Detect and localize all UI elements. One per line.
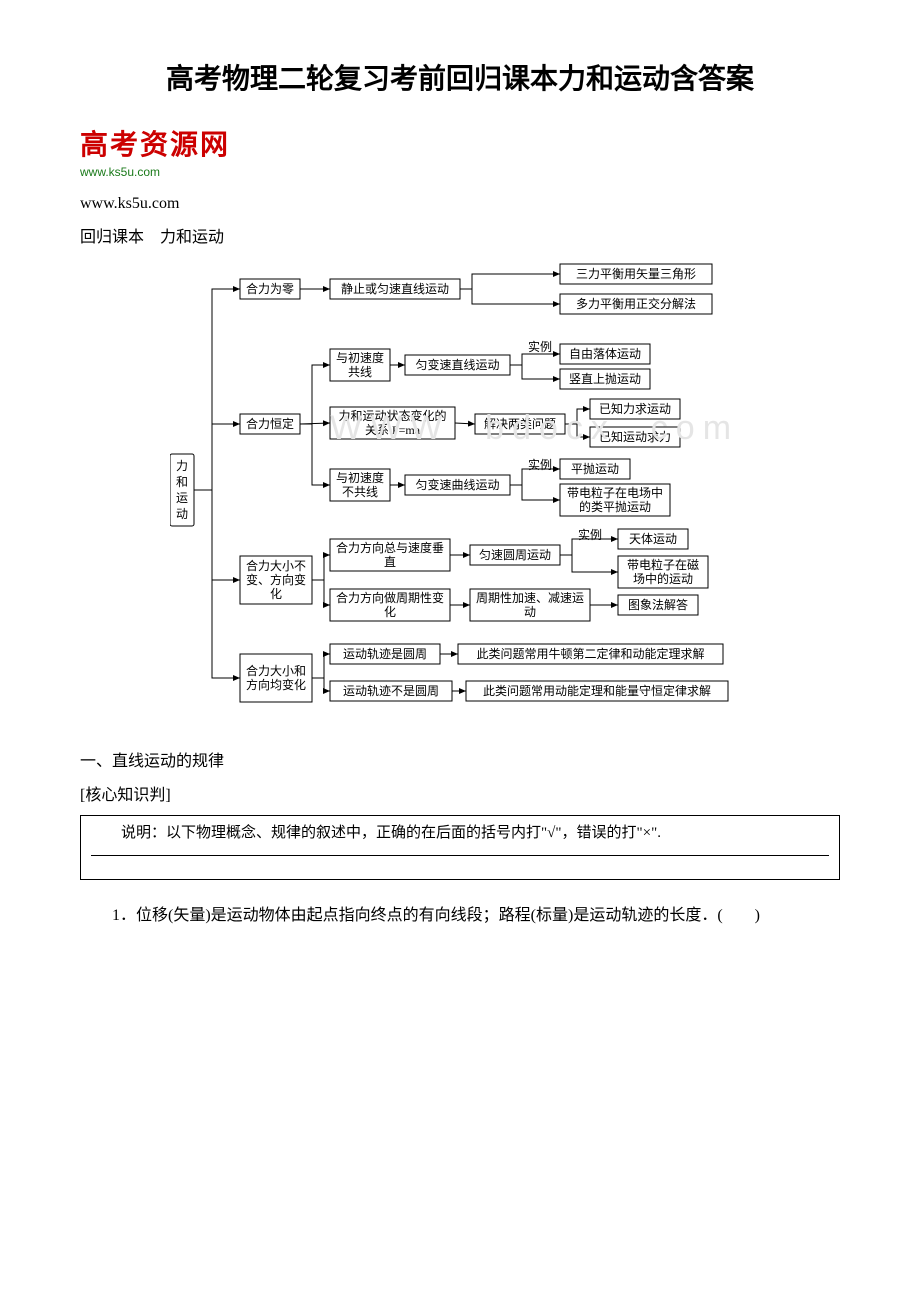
svg-text:已知运动求力: 已知运动求力 xyxy=(599,430,671,444)
svg-text:匀变速直线运动: 匀变速直线运动 xyxy=(415,357,499,372)
svg-text:匀变速曲线运动: 匀变速曲线运动 xyxy=(415,477,499,492)
svg-text:平抛运动: 平抛运动 xyxy=(571,461,619,476)
logo-text: 高考资源网 xyxy=(80,130,230,161)
svg-text:直: 直 xyxy=(384,555,396,569)
url-line: www.ks5u.com xyxy=(80,195,840,213)
section-heading: 一、直线运动的规律 xyxy=(80,747,840,771)
svg-text:合力方向做周期性变: 合力方向做周期性变 xyxy=(336,590,444,605)
svg-text:带电粒子在电场中: 带电粒子在电场中 xyxy=(567,485,663,500)
svg-text:共线: 共线 xyxy=(348,365,372,379)
svg-text:周期性加速、减速运: 周期性加速、减速运 xyxy=(476,591,584,605)
svg-text:自由落体运动: 自由落体运动 xyxy=(569,347,641,361)
svg-text:合力为零: 合力为零 xyxy=(246,281,294,296)
svg-text:合力大小和: 合力大小和 xyxy=(246,663,306,678)
subtitle: 回归课本 力和运动 xyxy=(80,223,840,247)
svg-text:与初速度: 与初速度 xyxy=(336,350,384,365)
site-logo: 高考资源网 www.ks5u.com xyxy=(80,123,230,179)
svg-text:运动轨迹是圆周: 运动轨迹是圆周 xyxy=(343,647,427,661)
svg-text:图象法解答: 图象法解答 xyxy=(628,597,688,612)
svg-text:此类问题常用牛顿第二定律和动能定理求解: 此类问题常用牛顿第二定律和动能定理求解 xyxy=(476,646,704,661)
flowchart: 力和运动合力为零静止或匀速直线运动三力平衡用矢量三角形多力平衡用正交分解法合力恒… xyxy=(170,259,830,739)
svg-text:不共线: 不共线 xyxy=(342,485,378,499)
svg-text:化: 化 xyxy=(384,605,396,619)
svg-text:解决两类问题: 解决两类问题 xyxy=(484,417,556,431)
question-1: 1．位移(矢量)是运动物体由起点指向终点的有向线段；路程(标量)是运动轨迹的长度… xyxy=(80,902,840,929)
svg-text:力: 力 xyxy=(176,459,188,473)
svg-text:合力方向总与速度垂: 合力方向总与速度垂 xyxy=(336,540,444,555)
page-title: 高考物理二轮复习考前回归课本力和运动含答案 xyxy=(80,60,840,99)
svg-text:匀速圆周运动: 匀速圆周运动 xyxy=(479,548,551,562)
logo-url: www.ks5u.com xyxy=(80,165,230,179)
svg-text:和: 和 xyxy=(176,475,188,489)
instruction-text: 说明：以下物理概念、规律的叙述中，正确的在后面的括号内打"√"，错误的打"×". xyxy=(91,822,829,845)
svg-text:三力平衡用矢量三角形: 三力平衡用矢量三角形 xyxy=(576,267,696,281)
svg-text:带电粒子在磁: 带电粒子在磁 xyxy=(627,557,699,572)
svg-text:天体运动: 天体运动 xyxy=(629,532,677,546)
svg-text:的类平抛运动: 的类平抛运动 xyxy=(579,499,651,514)
svg-text:与初速度: 与初速度 xyxy=(336,470,384,485)
svg-text:动: 动 xyxy=(176,507,188,521)
box-divider xyxy=(91,855,829,873)
svg-text:竖直上抛运动: 竖直上抛运动 xyxy=(569,371,641,386)
svg-text:已知力求运动: 已知力求运动 xyxy=(599,402,671,416)
svg-text:实例: 实例 xyxy=(528,339,552,354)
svg-text:场中的运动: 场中的运动 xyxy=(633,571,693,586)
svg-text:方向均变化: 方向均变化 xyxy=(246,677,306,692)
svg-text:运: 运 xyxy=(176,491,188,505)
svg-text:此类问题常用动能定理和能量守恒定律求解: 此类问题常用动能定理和能量守恒定律求解 xyxy=(483,683,711,698)
svg-text:力和运动状态变化的: 力和运动状态变化的 xyxy=(338,408,446,423)
svg-text:合力恒定: 合力恒定 xyxy=(246,416,294,431)
svg-text:多力平衡用正交分解法: 多力平衡用正交分解法 xyxy=(576,296,696,311)
svg-text:实例: 实例 xyxy=(528,457,552,472)
svg-text:合力大小不: 合力大小不 xyxy=(246,558,306,573)
svg-text:动: 动 xyxy=(524,605,536,619)
instruction-box: 说明：以下物理概念、规律的叙述中，正确的在后面的括号内打"√"，错误的打"×". xyxy=(80,815,840,880)
svg-text:运动轨迹不是圆周: 运动轨迹不是圆周 xyxy=(343,684,439,698)
svg-text:化: 化 xyxy=(270,587,282,601)
sub-heading: [核心知识判] xyxy=(80,781,840,805)
svg-text:变、方向变: 变、方向变 xyxy=(246,572,306,587)
svg-text:静止或匀速直线运动: 静止或匀速直线运动 xyxy=(341,282,449,296)
svg-text:关系 F=ma: 关系 F=ma xyxy=(365,423,421,437)
svg-text:实例: 实例 xyxy=(578,527,602,542)
